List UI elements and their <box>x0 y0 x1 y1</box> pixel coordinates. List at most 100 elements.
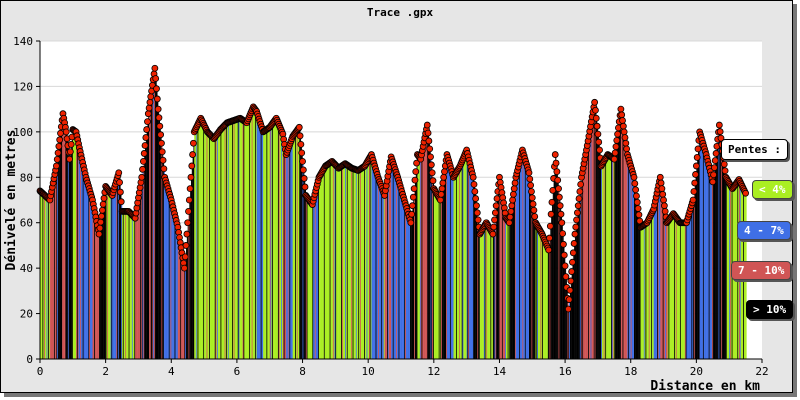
elevation-point <box>709 178 717 186</box>
slope-bar <box>681 222 683 359</box>
slope-bar <box>628 157 630 359</box>
slope-bar <box>137 202 139 359</box>
slope-bar <box>339 167 341 359</box>
slope-bar <box>87 182 89 359</box>
elevation-point <box>661 207 669 215</box>
slope-bar <box>50 195 52 359</box>
slope-bar <box>677 219 679 359</box>
elevation-point <box>188 162 196 170</box>
slope-bar <box>193 143 195 359</box>
slope-bar <box>448 160 450 359</box>
slope-bar <box>407 211 409 359</box>
slope-bar <box>269 127 271 359</box>
slope-bar <box>393 164 395 359</box>
slope-bar <box>62 120 64 360</box>
slope-bar <box>590 126 592 360</box>
slope-bar <box>599 150 601 359</box>
slope-bar <box>400 185 402 359</box>
elevation-point <box>190 139 197 147</box>
slope-bar <box>349 166 351 359</box>
slope-bar <box>567 298 569 359</box>
x-tick-label: 14 <box>493 365 507 378</box>
legend-entry: 7 - 10% <box>731 261 792 280</box>
slope-bar <box>249 116 251 359</box>
slope-bar <box>187 222 189 359</box>
slope-bar <box>135 218 137 359</box>
slope-bar <box>171 200 173 359</box>
slope-bar <box>261 126 263 359</box>
slope-bar <box>158 117 160 360</box>
slope-bar <box>451 171 453 359</box>
slope-bar <box>720 138 722 359</box>
slope-bar <box>298 128 300 359</box>
slope-bar <box>578 205 580 359</box>
slope-bar <box>698 140 700 359</box>
slope-bar <box>395 169 397 359</box>
slope-bar <box>538 226 540 359</box>
slope-bar <box>309 201 311 359</box>
slope-bar <box>111 194 113 359</box>
slope-bar <box>227 122 229 359</box>
slope-bar <box>642 226 644 359</box>
slope-bar <box>410 222 412 359</box>
elevation-point <box>720 160 728 168</box>
slope-bar <box>571 271 573 359</box>
slope-bar <box>404 200 406 359</box>
slope-bar <box>661 182 663 359</box>
slope-bar <box>43 193 45 359</box>
slope-bar <box>383 193 385 359</box>
elevation-point <box>56 136 64 144</box>
slope-bar <box>552 190 554 359</box>
slope-bar <box>224 125 226 359</box>
slope-bar <box>551 202 553 359</box>
slope-bar <box>572 262 574 359</box>
slope-bar <box>714 167 716 359</box>
elevation-point <box>659 190 667 198</box>
elevation-point <box>567 277 575 285</box>
slope-bar <box>664 205 666 359</box>
slope-bar <box>82 162 84 359</box>
slope-bar <box>310 202 312 359</box>
elevation-point <box>569 258 576 266</box>
y-tick-label: 20 <box>20 308 33 321</box>
slope-bar <box>430 156 432 359</box>
slope-bar <box>62 113 64 359</box>
elevation-point <box>296 132 304 140</box>
slope-bar <box>124 211 126 359</box>
slope-bar <box>647 221 649 359</box>
slope-bar <box>174 213 176 359</box>
slope-bar <box>292 136 294 359</box>
slope-bar <box>520 156 522 359</box>
slope-bar <box>157 98 159 360</box>
slope-bar <box>192 154 194 359</box>
slope-bar <box>359 169 361 359</box>
elevation-point <box>183 230 191 238</box>
slope-bar <box>230 121 232 359</box>
slope-bar <box>688 217 690 359</box>
slope-bar <box>641 226 643 359</box>
slope-bar <box>728 181 730 359</box>
slope-bar <box>564 255 566 359</box>
elevation-point <box>409 202 416 210</box>
slope-bar <box>632 171 634 359</box>
elevation-point <box>693 154 701 161</box>
elevation-point <box>596 146 603 154</box>
slope-bar <box>391 156 393 359</box>
slope-bar <box>346 164 348 359</box>
elevation-point <box>297 140 305 148</box>
slope-bar <box>379 181 381 359</box>
elevation-point <box>555 193 563 201</box>
slope-bar <box>648 219 650 359</box>
slope-bar <box>469 160 471 359</box>
slope-bar <box>254 109 256 360</box>
slope-bar <box>58 152 60 359</box>
slope-bar <box>57 159 59 359</box>
slope-bar <box>272 123 274 360</box>
slope-bar <box>397 177 399 359</box>
elevation-point <box>561 262 569 270</box>
elevation-point <box>570 240 578 247</box>
slope-bar <box>285 149 287 359</box>
slope-bar <box>511 205 513 359</box>
slope-bar <box>655 201 657 359</box>
elevation-point <box>694 145 702 153</box>
